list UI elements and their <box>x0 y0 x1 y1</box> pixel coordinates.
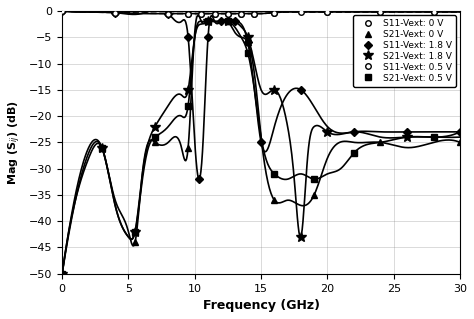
S21-Vext: 0 V: (30, -25): 0 V: (30, -25) <box>457 140 463 144</box>
S21-Vext: 0 V: (12.5, -2): 0 V: (12.5, -2) <box>225 19 231 23</box>
S11-Vext: 0 V: (24, -0.2): 0 V: (24, -0.2) <box>378 10 383 14</box>
S11-Vext: 0 V: (13.5, -0.5): 0 V: (13.5, -0.5) <box>238 12 244 16</box>
Line: S21-Vext: 1.8 V: S21-Vext: 1.8 V <box>57 17 412 278</box>
S11-Vext: 0 V: (16, -0.3): 0 V: (16, -0.3) <box>272 11 277 14</box>
S11-Vext: 0 V: (20, -0.2): 0 V: (20, -0.2) <box>325 10 330 14</box>
S21-Vext: 0.5 V: (16, -31): 0.5 V: (16, -31) <box>272 172 277 176</box>
S21-Vext: 0 V: (5.5, -44): 0 V: (5.5, -44) <box>132 240 138 244</box>
S21-Vext: 1.8 V: (7, -22): 1.8 V: (7, -22) <box>152 125 158 129</box>
S11-Vext: 1.8 V: (12, -2): 1.8 V: (12, -2) <box>219 19 224 23</box>
S11-Vext: 0.5 V: (11.5, -0.5): 0.5 V: (11.5, -0.5) <box>212 12 218 16</box>
S21-Vext: 0 V: (11, -2): 0 V: (11, -2) <box>205 19 211 23</box>
Line: S21-Vext: 0.5 V: S21-Vext: 0.5 V <box>59 19 436 277</box>
S11-Vext: 1.8 V: (4, -0.3): 1.8 V: (4, -0.3) <box>112 11 118 14</box>
S21-Vext: 1.8 V: (12.5, -2): 1.8 V: (12.5, -2) <box>225 19 231 23</box>
S11-Vext: 0.5 V: (13.5, -0.5): 0.5 V: (13.5, -0.5) <box>238 12 244 16</box>
S11-Vext: 0.5 V: (20, -0.2): 0.5 V: (20, -0.2) <box>325 10 330 14</box>
S21-Vext: 1.8 V: (14, -5): 1.8 V: (14, -5) <box>245 35 251 39</box>
S11-Vext: 1.8 V: (13, -2): 1.8 V: (13, -2) <box>232 19 237 23</box>
Line: S11-Vext: 0 V: S11-Vext: 0 V <box>59 8 436 16</box>
S11-Vext: 1.8 V: (0, 0): 1.8 V: (0, 0) <box>59 9 65 13</box>
S21-Vext: 0 V: (3, -26): 0 V: (3, -26) <box>99 146 105 150</box>
Legend: S11-Vext: 0 V, S21-Vext: 0 V, S11-Vext: 1.8 V, S21-Vext: 1.8 V, S11-Vext: 0.5 V,: S11-Vext: 0 V, S21-Vext: 0 V, S11-Vext: … <box>353 15 456 86</box>
S11-Vext: 0 V: (8, -0.5): 0 V: (8, -0.5) <box>165 12 171 16</box>
S11-Vext: 0.5 V: (8, -0.5): 0.5 V: (8, -0.5) <box>165 12 171 16</box>
S11-Vext: 0.5 V: (16, -0.3): 0.5 V: (16, -0.3) <box>272 11 277 14</box>
S21-Vext: 1.8 V: (20, -23): 1.8 V: (20, -23) <box>325 130 330 134</box>
S21-Vext: 0.5 V: (9.5, -18): 0.5 V: (9.5, -18) <box>185 104 191 108</box>
Line: S11-Vext: 1.8 V: S11-Vext: 1.8 V <box>59 8 463 182</box>
S21-Vext: 1.8 V: (26, -24): 1.8 V: (26, -24) <box>404 135 410 139</box>
Line: S11-Vext: 0.5 V: S11-Vext: 0.5 V <box>59 8 436 16</box>
S11-Vext: 0 V: (9.5, -0.5): 0 V: (9.5, -0.5) <box>185 12 191 16</box>
S21-Vext: 0 V: (24, -25): 0 V: (24, -25) <box>378 140 383 144</box>
S11-Vext: 1.8 V: (22, -23): 1.8 V: (22, -23) <box>351 130 357 134</box>
S21-Vext: 1.8 V: (11, -2): 1.8 V: (11, -2) <box>205 19 211 23</box>
S11-Vext: 1.8 V: (11, -5): 1.8 V: (11, -5) <box>205 35 211 39</box>
S11-Vext: 0.5 V: (4, -0.3): 0.5 V: (4, -0.3) <box>112 11 118 14</box>
S21-Vext: 1.8 V: (16, -15): 1.8 V: (16, -15) <box>272 88 277 92</box>
S11-Vext: 0 V: (18, -0.2): 0 V: (18, -0.2) <box>298 10 304 14</box>
S11-Vext: 0.5 V: (14.5, -0.5): 0.5 V: (14.5, -0.5) <box>252 12 257 16</box>
Y-axis label: Mag (S$_{ij}$) (dB): Mag (S$_{ij}$) (dB) <box>7 100 23 185</box>
S21-Vext: 0.5 V: (7, -24): 0.5 V: (7, -24) <box>152 135 158 139</box>
S21-Vext: 0.5 V: (0, -50): 0.5 V: (0, -50) <box>59 272 65 276</box>
S11-Vext: 1.8 V: (26, -23): 1.8 V: (26, -23) <box>404 130 410 134</box>
S11-Vext: 0 V: (11.5, -0.5): 0 V: (11.5, -0.5) <box>212 12 218 16</box>
S11-Vext: 0.5 V: (0, 0): 0.5 V: (0, 0) <box>59 9 65 13</box>
S11-Vext: 1.8 V: (18, -15): 1.8 V: (18, -15) <box>298 88 304 92</box>
S11-Vext: 0 V: (4, -0.3): 0 V: (4, -0.3) <box>112 11 118 14</box>
S21-Vext: 0.5 V: (19, -32): 0.5 V: (19, -32) <box>311 177 317 181</box>
S11-Vext: 0.5 V: (24, -0.2): 0.5 V: (24, -0.2) <box>378 10 383 14</box>
S11-Vext: 0.5 V: (12.5, -0.5): 0.5 V: (12.5, -0.5) <box>225 12 231 16</box>
S21-Vext: 0.5 V: (5.5, -42): 0.5 V: (5.5, -42) <box>132 230 138 234</box>
S21-Vext: 0 V: (19, -35): 0 V: (19, -35) <box>311 193 317 197</box>
Line: S21-Vext: 0 V: S21-Vext: 0 V <box>59 18 464 277</box>
S21-Vext: 0.5 V: (11, -2): 0.5 V: (11, -2) <box>205 19 211 23</box>
S21-Vext: 0 V: (0, -50): 0 V: (0, -50) <box>59 272 65 276</box>
S21-Vext: 0 V: (16, -36): 0 V: (16, -36) <box>272 198 277 202</box>
S11-Vext: 0 V: (14.5, -0.5): 0 V: (14.5, -0.5) <box>252 12 257 16</box>
S11-Vext: 0.5 V: (10.5, -0.5): 0.5 V: (10.5, -0.5) <box>199 12 204 16</box>
S21-Vext: 1.8 V: (5.5, -42): 1.8 V: (5.5, -42) <box>132 230 138 234</box>
S21-Vext: 0.5 V: (28, -24): 0.5 V: (28, -24) <box>431 135 437 139</box>
S11-Vext: 1.8 V: (14, -6): 1.8 V: (14, -6) <box>245 41 251 44</box>
S11-Vext: 1.8 V: (30, -23): 1.8 V: (30, -23) <box>457 130 463 134</box>
S11-Vext: 1.8 V: (10.3, -32): 1.8 V: (10.3, -32) <box>196 177 201 181</box>
S21-Vext: 0.5 V: (3, -26): 0.5 V: (3, -26) <box>99 146 105 150</box>
S11-Vext: 0.5 V: (9.5, -0.5): 0.5 V: (9.5, -0.5) <box>185 12 191 16</box>
S11-Vext: 0 V: (12.5, -0.5): 0 V: (12.5, -0.5) <box>225 12 231 16</box>
S21-Vext: 1.8 V: (18, -43): 1.8 V: (18, -43) <box>298 235 304 239</box>
S21-Vext: 0 V: (14, -6): 0 V: (14, -6) <box>245 41 251 44</box>
S21-Vext: 1.8 V: (3, -26): 1.8 V: (3, -26) <box>99 146 105 150</box>
S11-Vext: 0 V: (0, 0): 0 V: (0, 0) <box>59 9 65 13</box>
S21-Vext: 1.8 V: (9.5, -15): 1.8 V: (9.5, -15) <box>185 88 191 92</box>
S11-Vext: 1.8 V: (9.5, -5): 1.8 V: (9.5, -5) <box>185 35 191 39</box>
S21-Vext: 0 V: (9.5, -26): 0 V: (9.5, -26) <box>185 146 191 150</box>
S11-Vext: 0 V: (10.5, -0.5): 0 V: (10.5, -0.5) <box>199 12 204 16</box>
S21-Vext: 1.8 V: (0, -50): 1.8 V: (0, -50) <box>59 272 65 276</box>
S21-Vext: 0.5 V: (22, -27): 0.5 V: (22, -27) <box>351 151 357 155</box>
X-axis label: Frequency (GHz): Frequency (GHz) <box>202 299 319 312</box>
S11-Vext: 1.8 V: (8, -0.5): 1.8 V: (8, -0.5) <box>165 12 171 16</box>
S11-Vext: 1.8 V: (15, -25): 1.8 V: (15, -25) <box>258 140 264 144</box>
S21-Vext: 0.5 V: (12.5, -2): 0.5 V: (12.5, -2) <box>225 19 231 23</box>
S11-Vext: 0 V: (28, -0.2): 0 V: (28, -0.2) <box>431 10 437 14</box>
S21-Vext: 0.5 V: (14, -8): 0.5 V: (14, -8) <box>245 51 251 55</box>
S11-Vext: 0.5 V: (28, -0.2): 0.5 V: (28, -0.2) <box>431 10 437 14</box>
S21-Vext: 0 V: (7, -25): 0 V: (7, -25) <box>152 140 158 144</box>
